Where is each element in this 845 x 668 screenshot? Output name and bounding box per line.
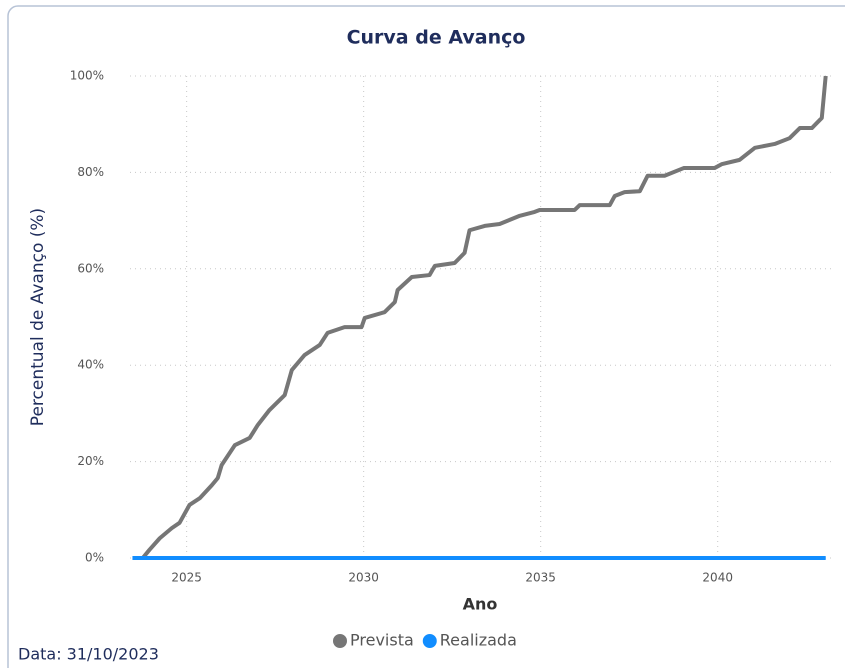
legend-marker (333, 634, 347, 648)
x-axis-label: Ano (463, 595, 498, 614)
frame (7, 5, 845, 668)
x-tick-label: 2025 (171, 571, 202, 585)
y-tick-label: 80% (77, 165, 104, 179)
footnote: Data: 31/10/2023 (18, 645, 159, 664)
legend-marker (422, 634, 437, 648)
y-tick-label: 100% (70, 69, 104, 83)
legend-label: Realizada (440, 631, 517, 650)
y-tick-label: 40% (77, 358, 104, 372)
y-tick-label: 20% (77, 454, 104, 468)
x-tick-label: 2030 (348, 571, 379, 585)
legend-label: Prevista (350, 631, 414, 650)
y-tick-label: 60% (77, 261, 104, 275)
chart-title: Curva de Avanço (347, 27, 526, 49)
x-tick-label: 2040 (702, 571, 733, 585)
y-axis-label: Percentual de Avanço (%) (28, 208, 48, 426)
series-line (132, 75, 828, 560)
y-tick-label: 0% (85, 551, 104, 565)
x-tick-label: 2035 (525, 571, 556, 585)
